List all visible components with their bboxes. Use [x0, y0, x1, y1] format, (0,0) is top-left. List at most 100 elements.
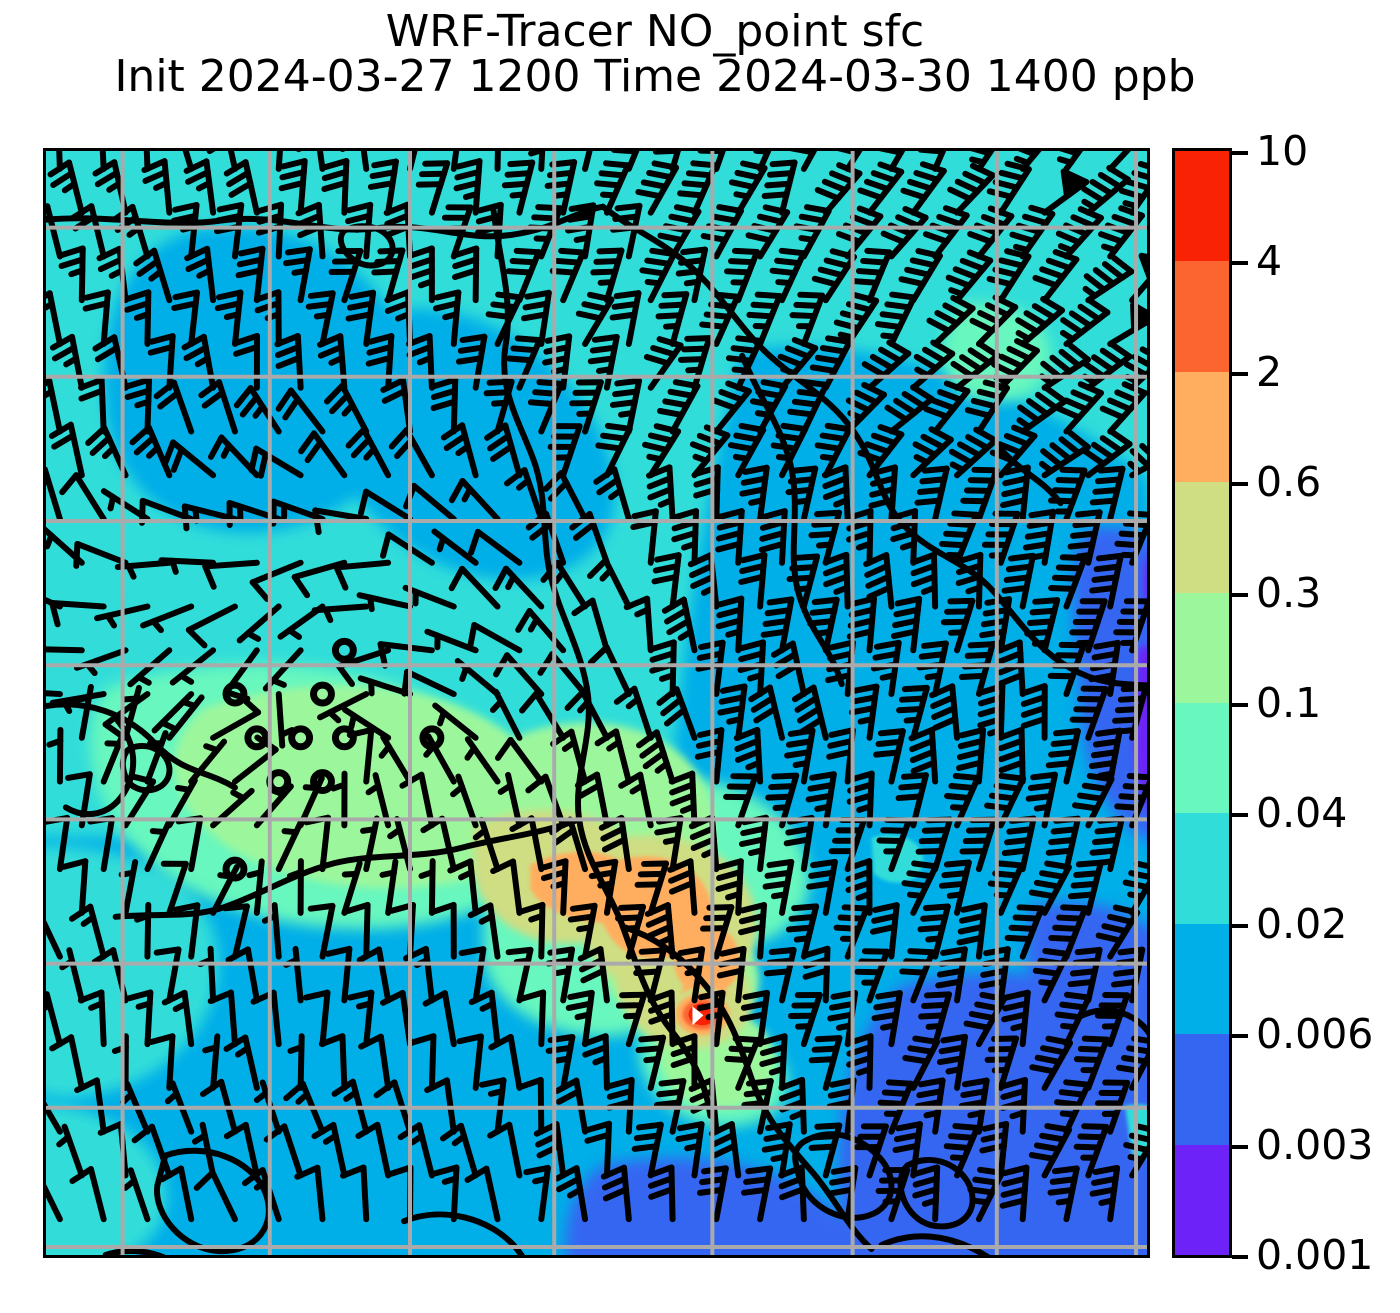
wind-barb: [1032, 249, 1080, 304]
wind-barb: [46, 726, 64, 785]
wind-barb: [634, 860, 670, 916]
wind-barb: [1089, 552, 1124, 610]
wind-barb: [317, 691, 370, 724]
wind-barb: [409, 1033, 437, 1091]
wind-barb: [762, 858, 795, 916]
colorbar-tick-label: 0.003: [1256, 1120, 1374, 1169]
wind-barb: [655, 291, 690, 347]
wind-barb: [1073, 1035, 1110, 1091]
wind-barb: [738, 902, 768, 960]
wind-barb: [472, 816, 501, 873]
wind-barb: [173, 151, 195, 172]
wind-barb: [738, 552, 768, 610]
wind-barb: [46, 203, 63, 260]
wind-barb: [365, 772, 392, 829]
colorbar-band: [1175, 1034, 1229, 1145]
wind-barb-calm: [244, 725, 270, 751]
wind-barb: [235, 245, 266, 304]
wind-barb: [494, 151, 502, 172]
wind-barb: [547, 423, 583, 479]
wind-barb: [923, 380, 971, 435]
wind-barb: [822, 551, 851, 610]
wind-barb: [788, 991, 823, 1048]
wind-barb: [595, 422, 633, 479]
wind-barb: [874, 291, 917, 347]
colorbar-tick: [1232, 703, 1248, 707]
colorbar-band: [1175, 261, 1229, 372]
colorbar-band: [1175, 923, 1229, 1035]
wind-barb: [440, 422, 479, 479]
wind-barb: [236, 603, 282, 644]
wind-barb: [869, 902, 900, 960]
wind-barb: [73, 540, 129, 569]
wind-barb: [1011, 151, 1059, 172]
wind-barb-calm: [419, 725, 445, 751]
wind-barb: [728, 160, 768, 216]
wind-barb: [127, 647, 173, 688]
wind-barb: [997, 726, 1026, 785]
wind-barb: [749, 379, 789, 435]
wind-barb: [61, 858, 89, 916]
wind-barb-calm: [288, 725, 314, 751]
wind-barb: [520, 289, 552, 347]
map-plot-area[interactable]: [43, 148, 1150, 1258]
wind-barb: [908, 726, 939, 785]
wind-barb: [675, 1121, 705, 1179]
wind-barb: [651, 552, 682, 610]
wind-barb: [345, 289, 377, 347]
wind-barb: [248, 445, 304, 479]
wind-barb: [519, 989, 547, 1048]
wind-barb: [1015, 296, 1065, 347]
wind-barb: [1038, 430, 1091, 479]
wind-barb: [275, 819, 304, 873]
wind-barb: [328, 248, 364, 304]
wind-barb: [857, 424, 905, 479]
wind-barb: [467, 902, 501, 960]
wind-barb: [725, 335, 764, 391]
colorbar-tick-label: 0.1: [1256, 679, 1322, 727]
colorbar-tick: [1232, 1034, 1248, 1039]
wind-barb: [960, 466, 1000, 522]
chart-title-line2: Init 2024-03-27 1200 Time 2024-03-30 140…: [114, 50, 1196, 102]
wind-barb: [489, 688, 523, 741]
wind-barb: [613, 685, 654, 741]
wind-barb: [47, 159, 85, 216]
wind-barb: [214, 289, 244, 347]
wind-barb: [387, 816, 413, 873]
wind-barb: [49, 1034, 85, 1091]
colorbar-tick-label: 10: [1256, 127, 1309, 175]
wind-barb-calm: [310, 681, 335, 707]
wind-barb: [142, 151, 151, 172]
wind-barb: [675, 246, 709, 304]
wind-barb: [594, 728, 632, 785]
wind-barb: [945, 249, 994, 304]
wind-barb: [202, 1033, 221, 1091]
wind-barb: [761, 159, 798, 216]
wind-barb: [1054, 991, 1092, 1048]
wind-barb: [670, 1033, 698, 1091]
wind-barb: [49, 600, 107, 628]
wind-barb: [668, 770, 698, 829]
wind-barb: [1041, 168, 1090, 216]
wind-barb: [587, 333, 620, 391]
wind-barb: [649, 639, 677, 698]
wind-barb: [485, 291, 523, 347]
wind-barb: [206, 151, 238, 172]
colorbar[interactable]: [1172, 148, 1232, 1258]
colorbar-tick: [1232, 1144, 1248, 1149]
colorbar-band: [1175, 371, 1229, 483]
wind-barb: [724, 247, 760, 304]
wind-barb: [896, 684, 930, 741]
wind-barb: [635, 1034, 667, 1091]
wind-barb: [46, 290, 63, 347]
wind-barb: [739, 464, 770, 522]
wind-barb: [307, 902, 336, 960]
colorbar-tick-label: 0.006: [1256, 1010, 1374, 1059]
wind-barb-calm: [331, 725, 357, 751]
wind-barb: [565, 989, 595, 1048]
wind-barb: [898, 248, 943, 304]
wind-barb: [631, 1121, 664, 1179]
colorbar-tick: [1232, 923, 1248, 928]
wind-barb: [333, 559, 392, 591]
wind-barb: [746, 291, 783, 347]
